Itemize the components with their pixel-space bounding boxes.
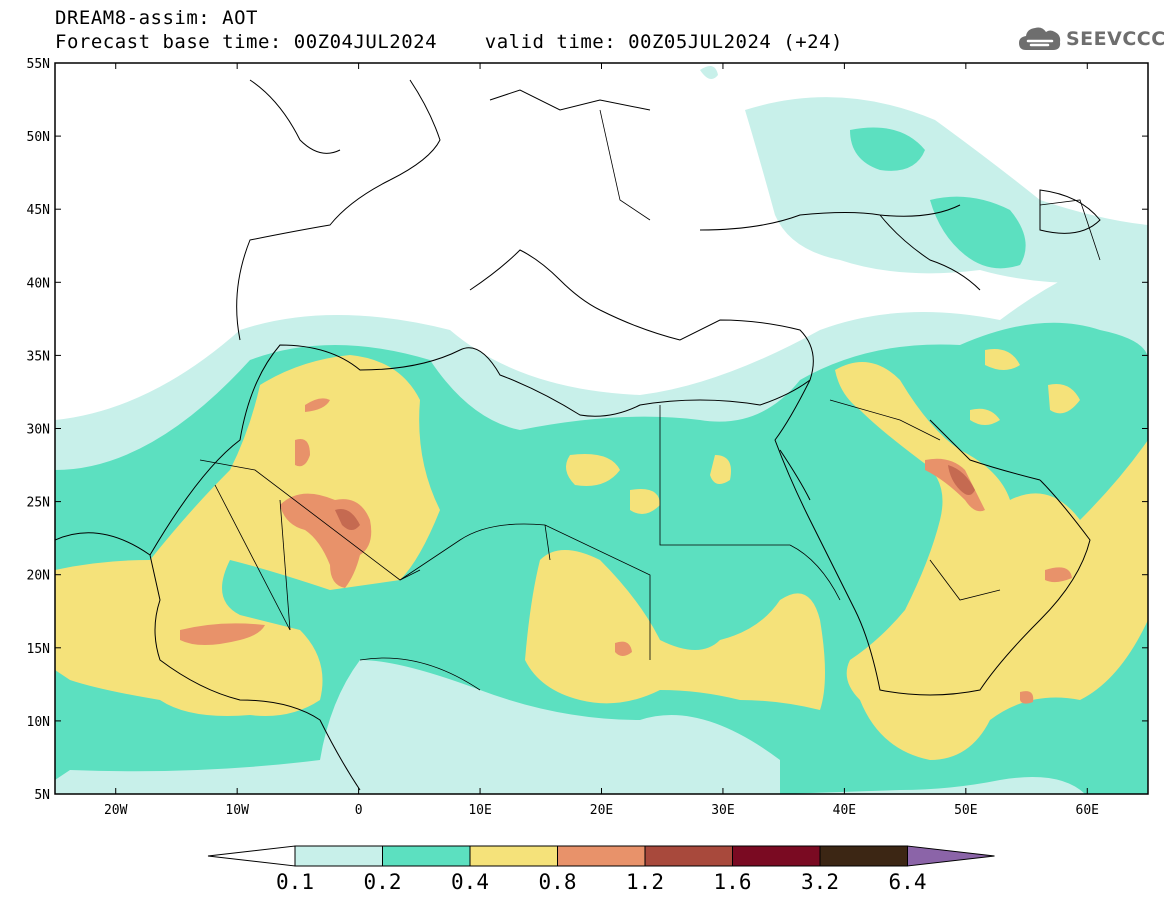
colorbar-segment: [819, 845, 908, 867]
aot-field: [55, 66, 1148, 794]
lat-label: 55N: [27, 57, 50, 72]
lat-label: 30N: [27, 423, 50, 438]
lon-label: 10W: [225, 803, 249, 818]
aot-level-1-2: [335, 465, 975, 530]
colorbar-segment: [382, 845, 471, 867]
colorbar-label: 3.2: [801, 870, 839, 894]
title-line-2: Forecast base time: 00Z04JUL2024 valid t…: [55, 31, 843, 53]
lat-label: 20N: [27, 569, 50, 584]
lon-label: 60E: [1076, 803, 1099, 818]
latitude-axis: 55N 50N 45N 40N 35N 30N 25N 20N 15N 10N 5N: [27, 57, 1148, 803]
colorbar-label: 1.2: [626, 870, 664, 894]
colorbar-label: 0.1: [276, 870, 314, 894]
lat-label: 35N: [27, 349, 50, 364]
colorbar-label: 6.4: [889, 870, 927, 894]
colorbar-label: 0.4: [451, 870, 489, 894]
lon-label: 50E: [954, 803, 977, 818]
seevccc-logo: SEEVCCC: [1018, 24, 1165, 54]
lat-label: 10N: [27, 715, 50, 730]
aot-level-0-4: [55, 349, 1148, 760]
colorbar-label: 0.2: [364, 870, 402, 894]
lon-label: 40E: [833, 803, 856, 818]
title-line-1: DREAM8-assim: AOT: [55, 7, 258, 29]
colorbar-segment: [294, 845, 383, 867]
logo-text: SEEVCCC: [1066, 28, 1165, 50]
lon-label: 20E: [590, 803, 613, 818]
lat-label: 50N: [27, 130, 50, 145]
lat-label: 25N: [27, 496, 50, 511]
colorbar-max-arrow: [907, 845, 995, 867]
lon-label: 30E: [711, 803, 734, 818]
colorbar-label: 1.6: [714, 870, 752, 894]
colorbar-segment: [469, 845, 558, 867]
lon-label: 10E: [468, 803, 491, 818]
lon-label: 20W: [104, 803, 128, 818]
lat-label: 15N: [27, 642, 50, 657]
lat-label: 5N: [34, 788, 50, 803]
borders: [199, 109, 1101, 691]
colorbar-label: 0.8: [539, 870, 577, 894]
colorbar-min-arrow: [207, 845, 296, 867]
longitude-axis: 20W 10W 0 10E 20E 30E 40E 50E 60E: [104, 63, 1099, 818]
cloud-icon: [1019, 27, 1061, 50]
lon-label: 0: [355, 803, 363, 818]
colorbar-segment: [557, 845, 646, 867]
coastlines: [55, 79, 1101, 791]
colorbar: 0.1 0.2 0.4 0.8 1.2 1.6 3.2 6.4: [207, 845, 995, 894]
colorbar-segment: [732, 845, 821, 867]
lat-label: 40N: [27, 276, 50, 291]
lat-label: 45N: [27, 203, 50, 218]
colorbar-segment: [644, 845, 733, 867]
